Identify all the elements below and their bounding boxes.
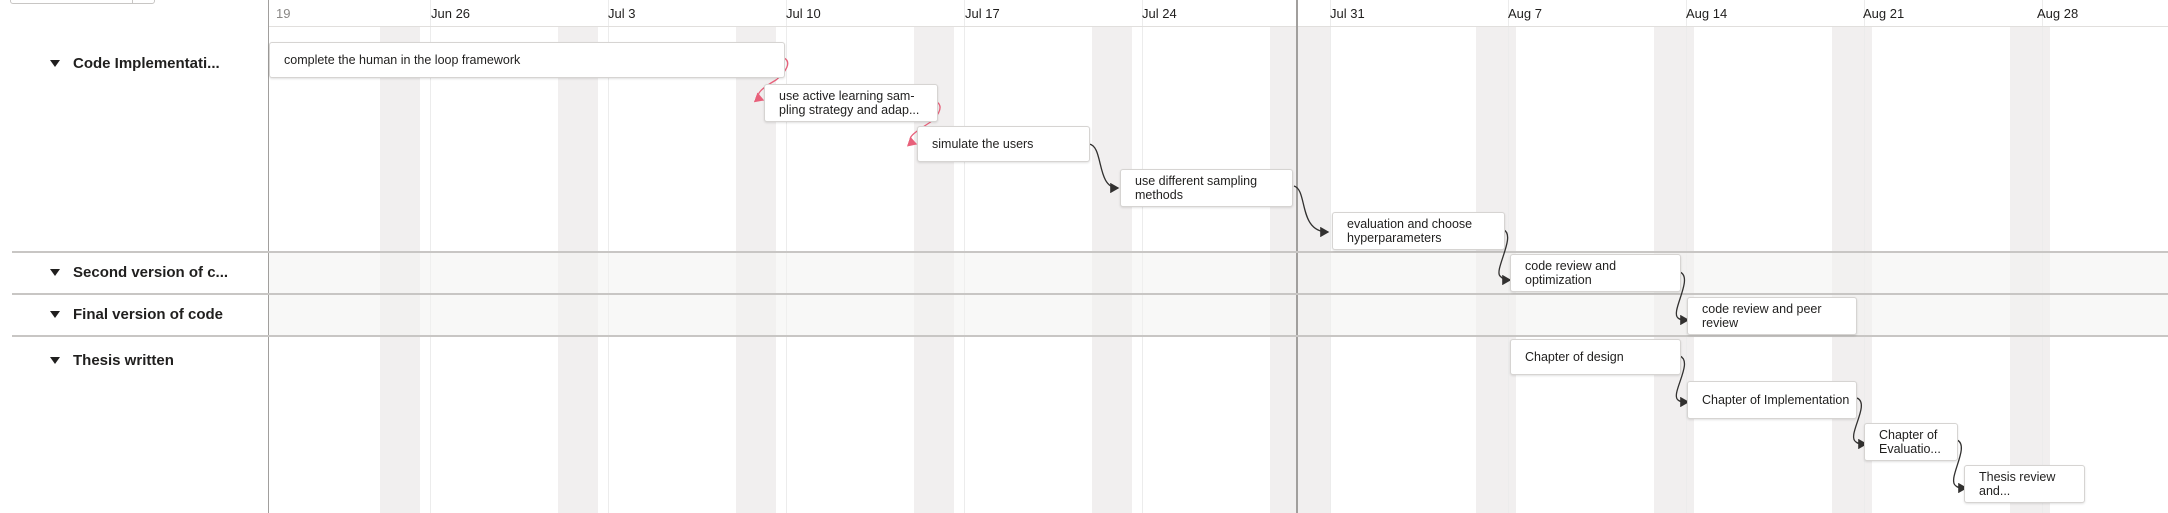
group-header-second-version[interactable]: Second version of c... [50, 264, 228, 281]
date-label: Jul 10 [786, 6, 821, 21]
task-label: evaluation and choose hyperparameters [1347, 217, 1473, 245]
date-label: Aug 21 [1863, 6, 1905, 21]
row-separator [12, 293, 2168, 295]
group-list: Code Implementati... Second version of c… [0, 0, 268, 513]
date-label: Aug 28 [2037, 6, 2079, 21]
row-separator [12, 335, 2168, 337]
task-bar[interactable]: use different sampling methods [1120, 169, 1293, 207]
view-switcher-control[interactable] [10, 0, 155, 4]
task-bar[interactable]: Thesis review and... [1964, 465, 2085, 503]
date-label: Jul 17 [965, 6, 1000, 21]
date-label: Jul 24 [1142, 6, 1177, 21]
group-label: Second version of c... [73, 264, 229, 281]
task-label: Chapter of Implementation [1702, 393, 1850, 407]
task-label: complete the human in the loop framework [284, 53, 521, 67]
row-background [269, 253, 2168, 293]
panel-divider [268, 0, 269, 513]
group-label: Code Implementati... [73, 55, 220, 72]
task-label: code review and peer review [1702, 302, 1822, 330]
task-bar[interactable]: Chapter of design [1510, 339, 1681, 375]
chevron-down-icon[interactable] [50, 60, 60, 67]
chevron-down-icon[interactable] [50, 311, 60, 318]
task-label: simulate the users [932, 137, 1034, 151]
task-bar[interactable]: Chapter of Evaluatio... [1864, 423, 1958, 461]
date-label: Jun 26 [431, 6, 471, 21]
row-background [269, 295, 2168, 335]
task-bar[interactable]: code review and peer review [1687, 297, 1857, 335]
task-label: Chapter of design [1525, 350, 1624, 364]
task-bar[interactable]: code review and optimization [1510, 254, 1681, 292]
date-label: Jul 3 [608, 6, 636, 21]
group-header-thesis-written[interactable]: Thesis written [50, 352, 174, 369]
chevron-down-icon[interactable] [50, 357, 60, 364]
row-separator [12, 251, 2168, 253]
date-label: Aug 7 [1508, 6, 1542, 21]
task-bar[interactable]: Chapter of Implementation [1687, 381, 1857, 419]
date-label: Jul 31 [1330, 6, 1365, 21]
date-label: Aug 14 [1686, 6, 1728, 21]
task-label: use different sampling methods [1135, 174, 1258, 202]
task-bar[interactable]: use active learning sam-pling strategy a… [764, 84, 938, 122]
group-header-code-implementation[interactable]: Code Implementati... [50, 55, 220, 72]
task-label: Thesis review and... [1979, 470, 2056, 498]
today-divider [1296, 0, 1298, 513]
task-bar[interactable]: evaluation and choose hyperparameters [1332, 212, 1505, 250]
date-label-partial: 19 [276, 6, 291, 21]
task-bar[interactable]: simulate the users [917, 126, 1090, 162]
task-label: code review and optimization [1525, 259, 1617, 287]
task-bar[interactable]: complete the human in the loop framework [269, 42, 785, 78]
group-header-final-version[interactable]: Final version of code [50, 306, 223, 323]
group-label: Thesis written [73, 352, 174, 369]
group-label: Final version of code [73, 306, 224, 323]
chevron-down-icon[interactable] [50, 269, 60, 276]
header-separator [268, 26, 2168, 27]
task-label: use active learning sam-pling strategy a… [779, 89, 920, 117]
task-label: Chapter of Evaluatio... [1879, 428, 1941, 456]
